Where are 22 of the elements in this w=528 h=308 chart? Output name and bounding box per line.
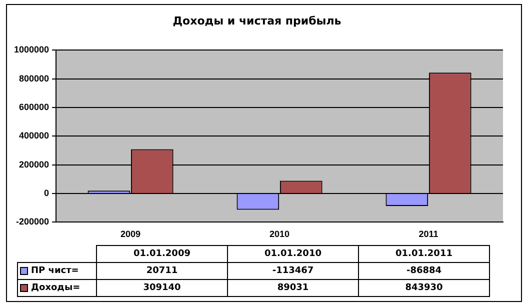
- legend-label: ПР чист=: [18, 262, 96, 280]
- y-tick-label: 0: [44, 188, 50, 198]
- data-label: 843930: [358, 280, 490, 296]
- y-tick-label: 600000: [18, 102, 50, 112]
- data-label: 20711: [96, 262, 228, 280]
- text: 01.01.2011: [358, 246, 490, 262]
- y-tick-label: 1000000: [14, 44, 50, 55]
- text: 01.01.2010: [228, 246, 358, 262]
- y-tick-label: 400000: [18, 130, 50, 141]
- data-label: 309140: [96, 280, 228, 296]
- y-tick-label: -200000: [16, 216, 50, 227]
- data-label: 89031: [228, 280, 358, 296]
- y-tick-label: 200000: [18, 159, 50, 170]
- x-tick-label: 2009: [120, 229, 141, 240]
- x-tick-label: 2010: [270, 229, 290, 240]
- data-label: -113467: [228, 262, 358, 280]
- data-label: -86884: [358, 262, 490, 280]
- text: 01.01.2009: [96, 246, 228, 262]
- chart-title: Доходы и чистая прибыль: [172, 14, 342, 28]
- x-tick-label: 2011: [418, 229, 438, 240]
- y-tick-label: 800000: [18, 73, 50, 84]
- legend-label: Доходы=: [18, 280, 96, 296]
